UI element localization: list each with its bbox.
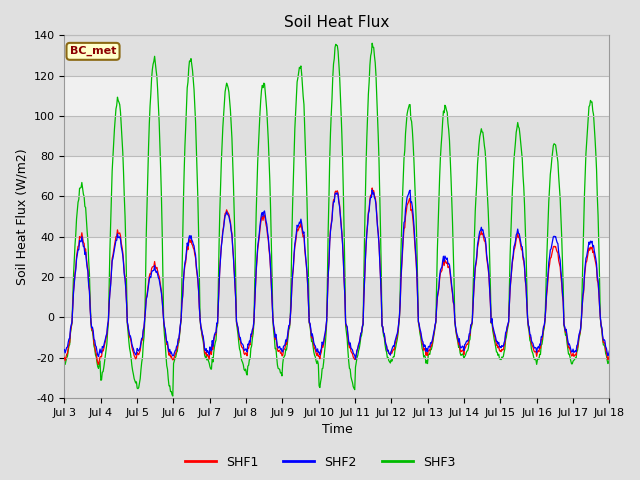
X-axis label: Time: Time: [321, 423, 352, 436]
Bar: [65, 116, 609, 156]
Text: BC_met: BC_met: [70, 46, 116, 57]
SHF1: [61, 355, 68, 360]
Bar: [65, 196, 609, 237]
SHF1: [211, 332, 219, 337]
SHF2: [605, 348, 613, 353]
SHF3: [420, 353, 428, 359]
SHF3: [211, 340, 219, 346]
SHF1: [605, 352, 613, 358]
SHF1: [420, 346, 428, 351]
SHF2: [61, 347, 68, 352]
SHF2: [369, 187, 376, 193]
SHF3: [169, 393, 177, 399]
Legend: SHF1, SHF2, SHF3: SHF1, SHF2, SHF3: [180, 451, 460, 474]
Bar: [65, 76, 609, 116]
Bar: [65, 156, 609, 196]
SHF1: [404, 199, 412, 205]
Y-axis label: Soil Heat Flux (W/m2): Soil Heat Flux (W/m2): [15, 148, 28, 285]
SHF1: [95, 361, 102, 367]
SHF1: [127, 339, 135, 345]
SHF3: [404, 105, 412, 110]
SHF3: [369, 40, 376, 46]
Line: SHF3: SHF3: [65, 43, 609, 396]
Bar: [65, 36, 609, 76]
SHF3: [61, 359, 68, 364]
SHF2: [70, 281, 78, 287]
SHF2: [127, 333, 134, 339]
Line: SHF1: SHF1: [65, 188, 609, 364]
SHF1: [70, 279, 78, 285]
Bar: [65, 317, 609, 358]
SHF3: [70, 257, 78, 263]
Line: SHF2: SHF2: [65, 190, 609, 359]
SHF3: [127, 349, 134, 355]
Bar: [65, 277, 609, 317]
Bar: [65, 237, 609, 277]
SHF3: [605, 356, 613, 361]
SHF2: [420, 342, 428, 348]
SHF1: [182, 251, 190, 257]
SHF2: [351, 356, 359, 362]
SHF1: [369, 185, 376, 191]
Title: Soil Heat Flux: Soil Heat Flux: [284, 15, 390, 30]
SHF2: [211, 332, 218, 337]
SHF2: [404, 191, 412, 197]
SHF3: [182, 104, 190, 109]
SHF2: [182, 256, 189, 262]
Bar: [65, 358, 609, 398]
